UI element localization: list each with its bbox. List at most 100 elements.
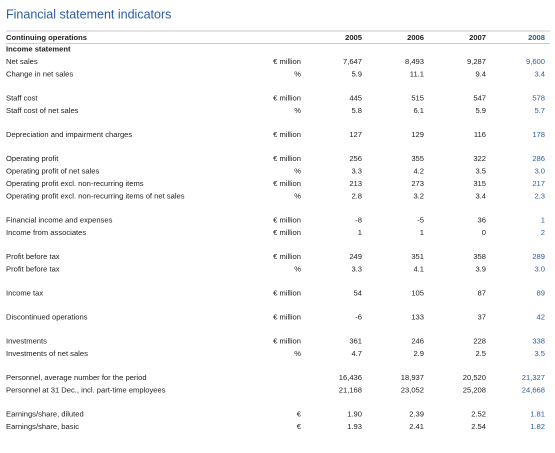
cell-value: 9,287 — [467, 57, 486, 66]
cell-value: 3.4 — [475, 192, 486, 201]
cell-value: 18,937 — [401, 373, 424, 382]
cell-value: 129 — [411, 130, 424, 139]
cell-value: 246 — [411, 337, 424, 346]
cell-value: 3.5 — [534, 349, 545, 358]
row-label: Depreciation and impairment charges — [6, 130, 132, 139]
cell-value: 178 — [532, 130, 545, 139]
cell-value: 547 — [473, 94, 486, 103]
cell-value: 2.5 — [475, 349, 486, 358]
row-label: Operating profit — [6, 154, 59, 163]
cell-value: 4.1 — [413, 265, 424, 274]
cell-value: 0 — [482, 228, 486, 237]
cell-value: 20,520 — [463, 373, 486, 382]
row-unit: € — [297, 410, 302, 419]
cell-value: 2.52 — [471, 410, 486, 419]
cell-value: 286 — [532, 154, 545, 163]
cell-value: 3.5 — [475, 167, 486, 176]
cell-value: 213 — [349, 179, 362, 188]
cell-value: 5.9 — [351, 70, 362, 79]
cell-value: 36 — [478, 216, 486, 225]
cell-value: 11.1 — [410, 70, 424, 79]
row-unit: % — [294, 265, 301, 274]
cell-value: 87 — [478, 289, 486, 298]
row-label: Profit before tax — [6, 265, 60, 274]
row-label: Operating profit excl. non-recurring ite… — [6, 179, 144, 188]
cell-value: 1.81 — [530, 410, 545, 419]
cell-value: 361 — [349, 337, 362, 346]
row-unit: € million — [273, 216, 301, 225]
cell-value: 3.2 — [413, 192, 424, 201]
cell-value: 9,600 — [526, 57, 545, 66]
cell-value: 445 — [349, 94, 362, 103]
cell-value: 24,668 — [522, 386, 545, 395]
cell-value: 2.3 — [534, 192, 545, 201]
cell-value: 3.0 — [534, 167, 545, 176]
row-label: Staff cost — [6, 94, 38, 103]
cell-value: 21,168 — [339, 386, 362, 395]
row-unit: € million — [273, 130, 301, 139]
cell-value: 351 — [411, 252, 424, 261]
cell-value: 16,436 — [339, 373, 362, 382]
row-unit: € million — [273, 57, 301, 66]
row-label: Income tax — [6, 289, 43, 298]
row-label: Operating profit excl. non-recurring ite… — [6, 192, 185, 201]
row-label: Financial income and expenses — [6, 216, 113, 225]
cell-value: 2.9 — [413, 349, 424, 358]
cell-value: -8 — [355, 216, 362, 225]
cell-value: 228 — [473, 337, 486, 346]
cell-value: 116 — [474, 130, 486, 139]
row-unit: € million — [273, 94, 301, 103]
cell-value: 2.39 — [409, 410, 424, 419]
cell-value: 515 — [411, 94, 424, 103]
row-unit: % — [294, 192, 301, 201]
row-unit: € million — [273, 228, 301, 237]
row-label: Staff cost of net sales — [6, 106, 79, 115]
cell-value: 21,327 — [522, 373, 545, 382]
cell-value: 6.1 — [413, 106, 424, 115]
cell-value: 4.7 — [351, 349, 362, 358]
row-unit: € million — [273, 313, 301, 322]
cell-value: 9.4 — [475, 70, 486, 79]
year-header: 2007 — [469, 33, 486, 42]
row-unit: % — [294, 349, 301, 358]
year-header: 2006 — [407, 33, 424, 42]
cell-value: 3.3 — [351, 265, 362, 274]
cell-value: 1.82 — [530, 422, 545, 431]
cell-value: 3.9 — [475, 265, 486, 274]
row-unit: % — [294, 106, 301, 115]
row-label: Income from associates — [6, 228, 86, 237]
cell-value: 322 — [473, 154, 486, 163]
cell-value: 133 — [411, 313, 424, 322]
row-label: Operating profit of net sales — [6, 167, 99, 176]
cell-value: 249 — [349, 252, 362, 261]
header-label: Continuing operations — [6, 33, 87, 42]
row-unit: % — [294, 70, 301, 79]
cell-value: 3.3 — [351, 167, 362, 176]
cell-value: 5.8 — [351, 106, 362, 115]
row-unit: % — [294, 167, 301, 176]
year-header: 2005 — [345, 33, 363, 42]
cell-value: 2.54 — [471, 422, 486, 431]
row-unit: € million — [273, 179, 301, 188]
cell-value: 25,208 — [463, 386, 486, 395]
cell-value: 1.93 — [347, 422, 362, 431]
cell-value: 127 — [349, 130, 362, 139]
cell-value: 37 — [478, 313, 486, 322]
row-unit: € million — [273, 289, 301, 298]
cell-value: 217 — [532, 179, 545, 188]
row-label: Profit before tax — [6, 252, 60, 261]
row-label: Personnel, average number for the period — [6, 373, 147, 382]
cell-value: 8,493 — [405, 57, 424, 66]
cell-value: 23,052 — [401, 386, 424, 395]
row-label: Investments of net sales — [6, 349, 88, 358]
cell-value: 2 — [541, 228, 545, 237]
row-label: Earnings/share, diluted — [6, 410, 84, 419]
year-header: 2008 — [528, 33, 545, 42]
cell-value: 54 — [354, 289, 362, 298]
cell-value: 338 — [532, 337, 545, 346]
cell-value: 289 — [532, 252, 545, 261]
cell-value: 5.9 — [475, 106, 486, 115]
row-label: Personnel at 31 Dec., incl. part-time em… — [6, 386, 166, 395]
cell-value: -6 — [355, 313, 362, 322]
